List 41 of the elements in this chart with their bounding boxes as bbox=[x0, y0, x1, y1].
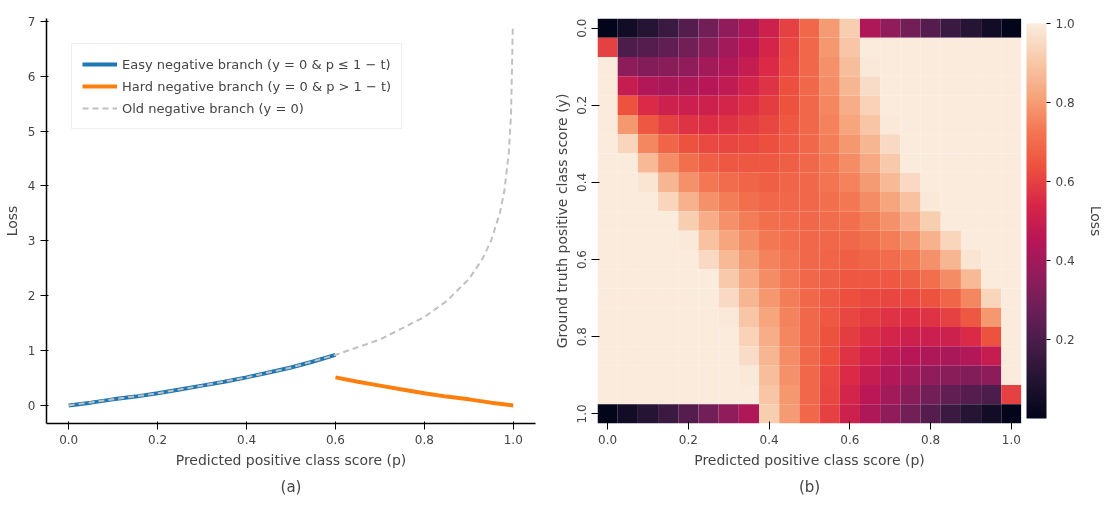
y-tick-label: 5 bbox=[27, 124, 36, 139]
x-tick-label: 0.6 bbox=[840, 432, 860, 447]
x-tick-label: 0.6 bbox=[325, 432, 346, 447]
legend-label: Hard negative branch (y = 0 & p > 1 − t) bbox=[122, 78, 392, 94]
x-tick-label: 0.4 bbox=[237, 432, 257, 447]
x-tick-label: 0.0 bbox=[598, 432, 618, 447]
y-tick-label: 0.2 bbox=[575, 95, 590, 115]
text: (b) bbox=[798, 477, 821, 496]
x-tick-label: 0.8 bbox=[921, 432, 941, 447]
x-tick-label: 0.2 bbox=[148, 432, 168, 447]
x-tick-label: 0.4 bbox=[759, 432, 779, 447]
y-tick-label: 3 bbox=[27, 234, 36, 249]
x-tick-label: 1.0 bbox=[503, 432, 523, 447]
y-tick-label: 0.4 bbox=[575, 172, 590, 192]
x-tick-label: 1.0 bbox=[1001, 432, 1021, 447]
color-bar-title: Loss bbox=[1087, 205, 1104, 237]
y-tick-label: 4 bbox=[27, 179, 36, 194]
x-tick-label: 0.8 bbox=[414, 432, 434, 447]
y-tick-label: 0.6 bbox=[575, 250, 590, 270]
x-axis-title: Predicted positive class score (p) bbox=[175, 451, 407, 468]
color-bar-label: 1.0 bbox=[1055, 17, 1075, 31]
x-tick-label: 0.2 bbox=[678, 432, 698, 447]
y-tick-label: 2 bbox=[27, 289, 36, 304]
y-tick-label: 6 bbox=[27, 69, 36, 84]
color-bar-label: 0.8 bbox=[1055, 96, 1075, 110]
legend-label: Old negative branch (y = 0) bbox=[122, 100, 304, 116]
y-tick-label: 1.0 bbox=[575, 404, 590, 424]
y-tick-label: 0 bbox=[27, 398, 36, 413]
x-axis-title: Predicted positive class score (p) bbox=[694, 451, 925, 468]
color-bar-label: 0.6 bbox=[1055, 175, 1075, 189]
color-bar-label: 0.2 bbox=[1055, 333, 1075, 347]
y-axis-title: Ground truth positive class score (y) bbox=[553, 93, 570, 349]
y-axis-title: Loss bbox=[3, 205, 20, 237]
x-tick-label: 0.0 bbox=[59, 432, 79, 447]
y-tick-label: 0.0 bbox=[575, 18, 590, 38]
y-tick-label: 1 bbox=[27, 344, 36, 359]
y-tick-label: 7 bbox=[27, 14, 36, 29]
legend-label: Easy negative branch (y = 0 & p ≤ 1 − t) bbox=[122, 56, 391, 72]
color-bar-label: 0.4 bbox=[1055, 254, 1075, 268]
y-tick-label: 0.8 bbox=[575, 327, 590, 347]
text: (a) bbox=[280, 477, 302, 496]
